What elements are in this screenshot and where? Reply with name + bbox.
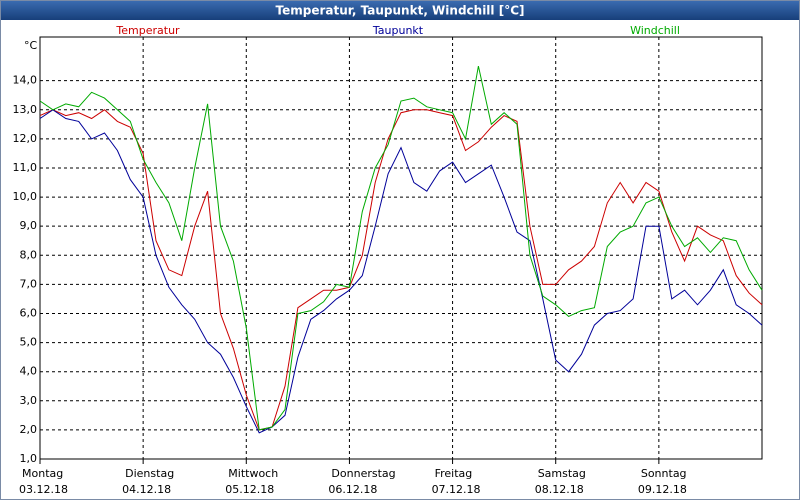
series-line	[39, 65, 763, 431]
y-tick-label: 1,0	[20, 452, 38, 465]
x-tick-label: Samstag	[538, 467, 586, 480]
x-tick-label: Montag	[22, 467, 63, 480]
y-tick-label: 12,0	[13, 132, 38, 145]
legend-label: Windchill	[630, 24, 680, 37]
series-line	[39, 109, 763, 434]
y-tick-label: 3,0	[20, 394, 38, 407]
y-tick-label: 7,0	[20, 277, 38, 290]
legend-label: Taupunkt	[372, 24, 424, 37]
x-tick-date: 09.12.18	[638, 483, 687, 496]
x-tick-label: Sonntag	[641, 467, 687, 480]
x-tick-date: 08.12.18	[535, 483, 584, 496]
x-tick-date: 06.12.18	[328, 483, 377, 496]
y-tick-label: 9,0	[20, 219, 38, 232]
series-line	[39, 109, 763, 431]
y-tick-label: 5,0	[20, 336, 38, 349]
title-bar	[1, 1, 799, 20]
y-tick-label: 8,0	[20, 248, 38, 261]
x-tick-label: Mittwoch	[228, 467, 278, 480]
y-unit: °C	[24, 39, 38, 52]
y-tick-label: 2,0	[20, 423, 38, 436]
x-tick-date: 04.12.18	[122, 483, 171, 496]
x-tick-date: 07.12.18	[432, 483, 481, 496]
x-tick-label: Donnerstag	[331, 467, 395, 480]
plot-area	[39, 36, 763, 460]
y-tick-label: 10,0	[13, 190, 38, 203]
y-tick-label: 6,0	[20, 306, 38, 319]
legend-label: Temperatur	[115, 24, 180, 37]
x-tick-label: Dienstag	[125, 467, 174, 480]
y-tick-label: 13,0	[13, 103, 38, 116]
x-tick-date: 05.12.18	[225, 483, 274, 496]
x-tick-label: Freitag	[435, 467, 473, 480]
chart-title: Temperatur, Taupunkt, Windchill [°C]	[276, 4, 525, 18]
x-tick-date: 03.12.18	[19, 483, 68, 496]
y-tick-label: 14,0	[13, 74, 38, 87]
y-tick-label: 4,0	[20, 365, 38, 378]
y-tick-label: 11,0	[13, 161, 38, 174]
